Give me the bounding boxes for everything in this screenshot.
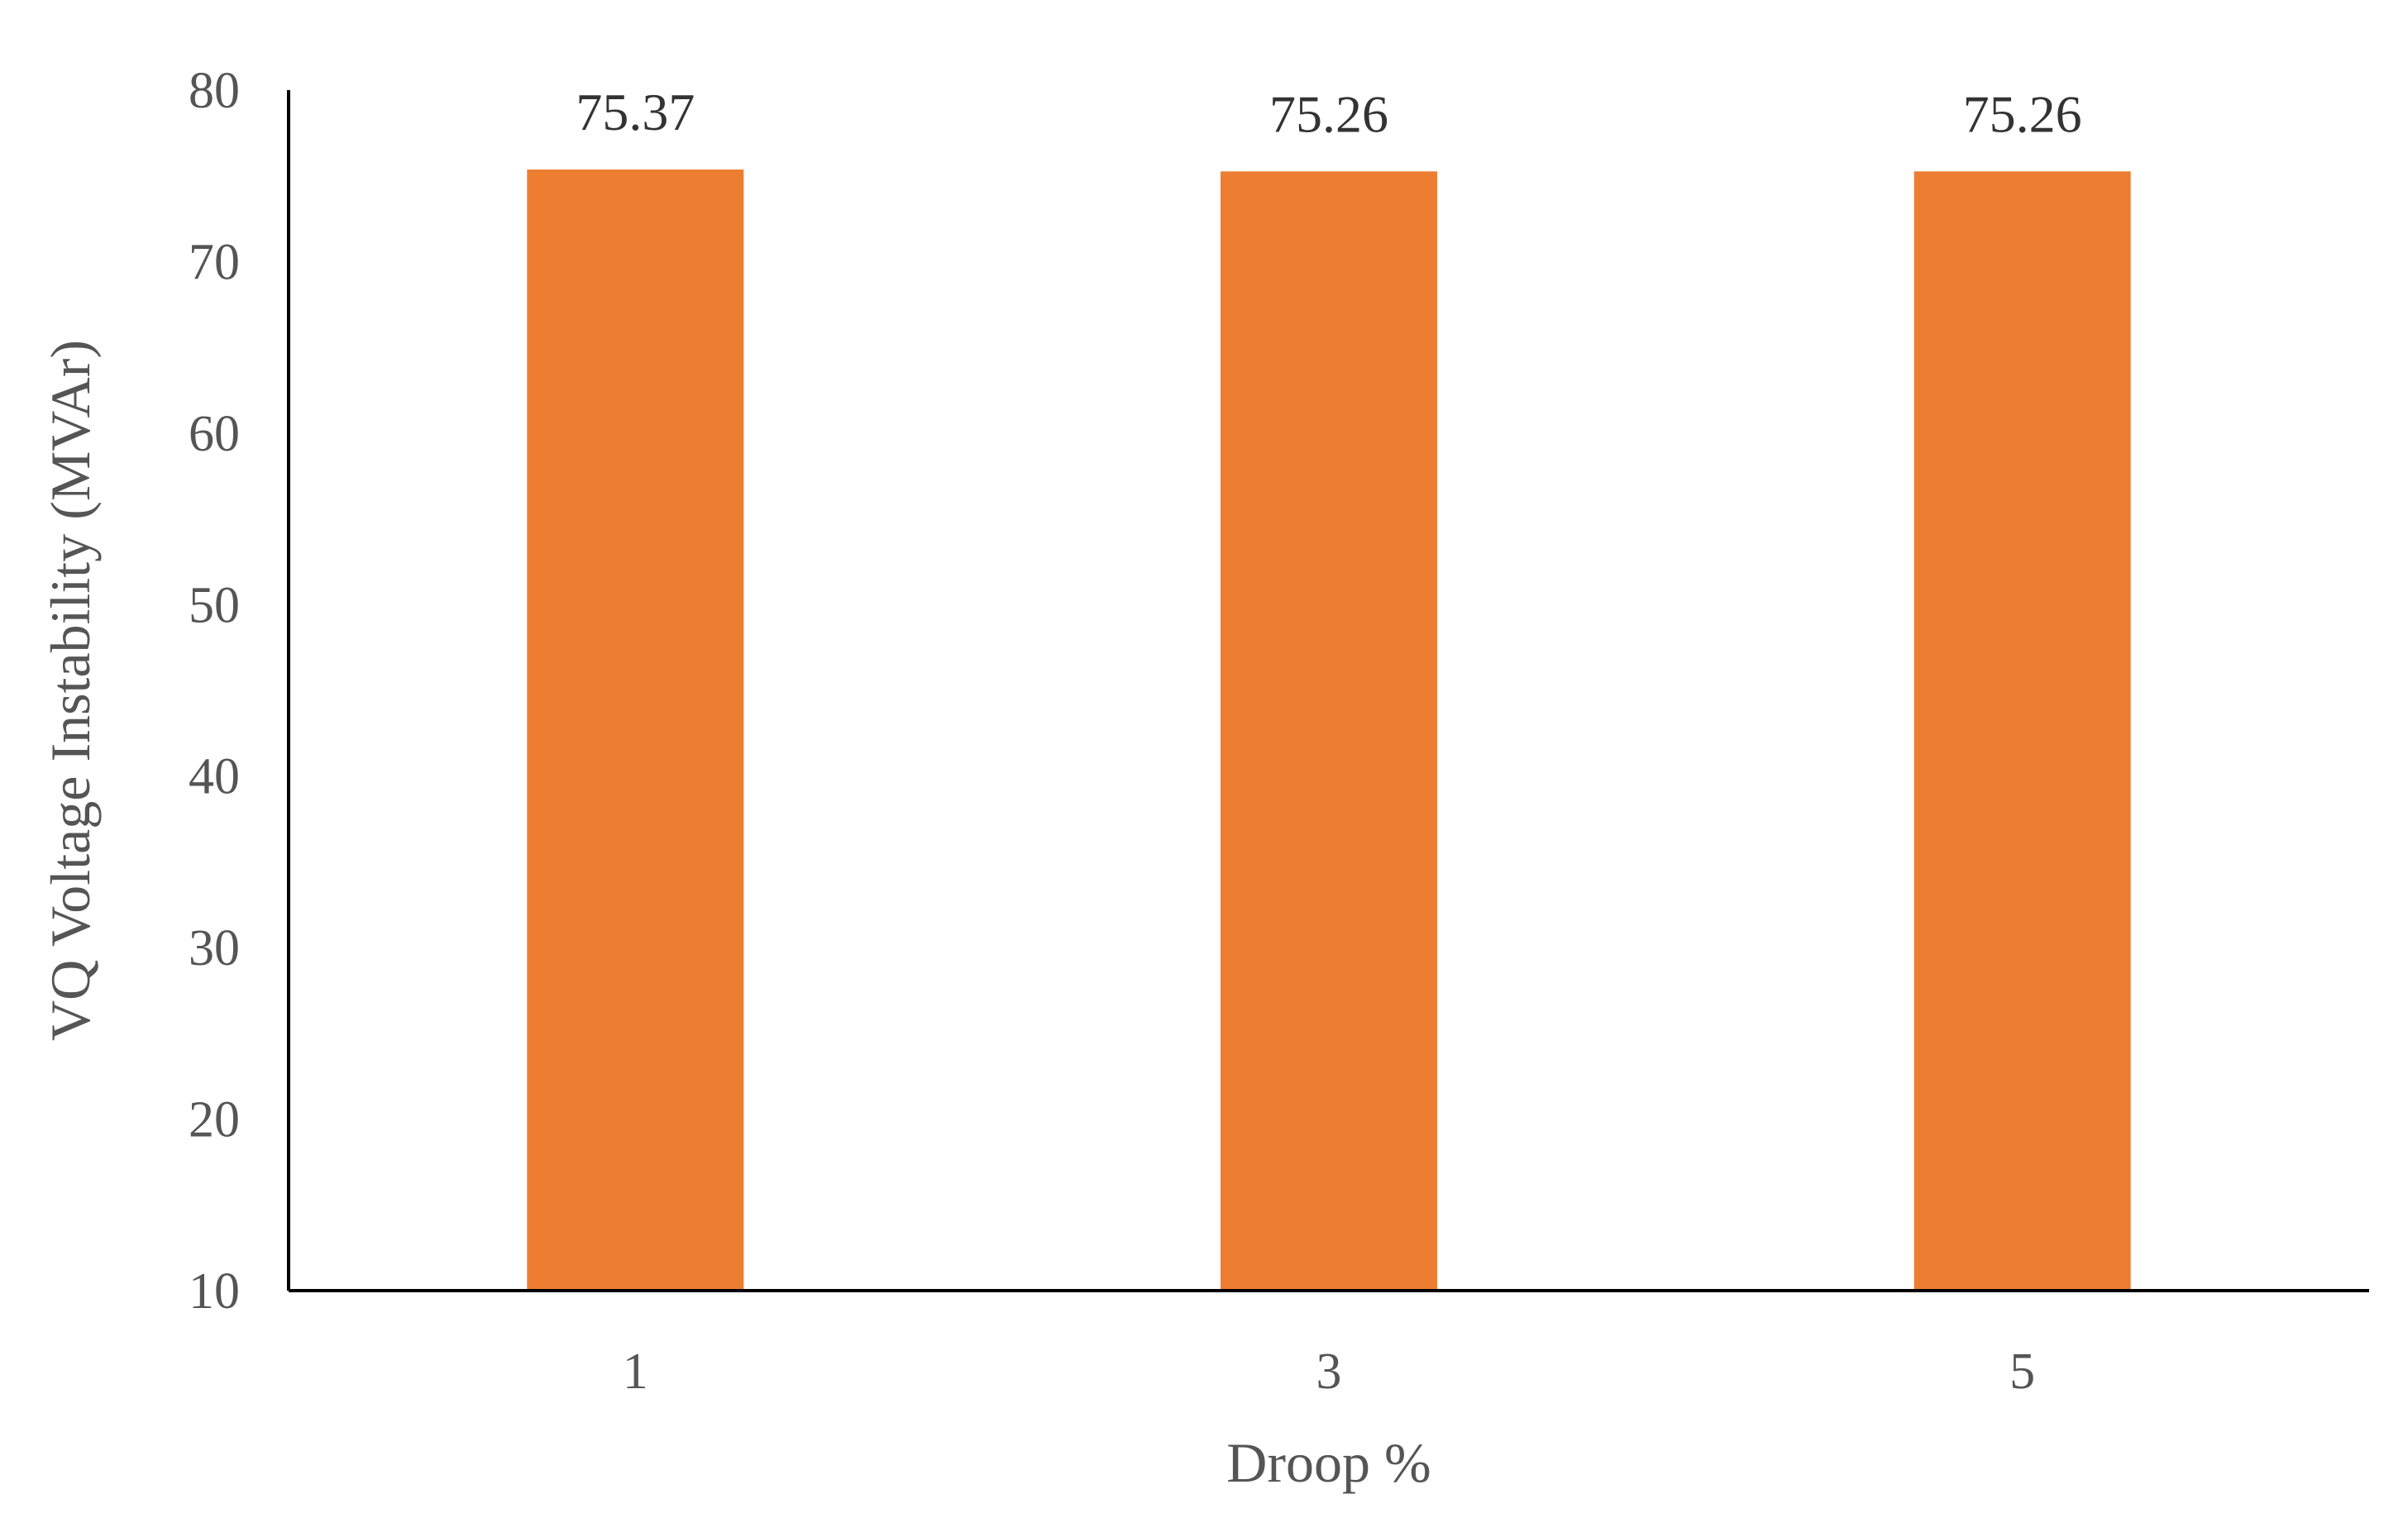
y-tick-label-30: 30	[189, 920, 240, 976]
x-tick-label-5: 5	[2009, 1344, 2035, 1400]
y-tick-label-80: 80	[189, 63, 240, 119]
bar-5	[1913, 171, 2131, 1291]
y-tick-label-70: 70	[189, 234, 240, 290]
bar-3	[1221, 171, 1437, 1291]
data-label-1: 75.37	[576, 83, 695, 141]
x-axis-title: Droop %	[1226, 1431, 1431, 1494]
x-tick-label-3: 3	[1316, 1344, 1342, 1400]
y-tick-label-40: 40	[189, 749, 240, 805]
y-tick-label-10: 10	[189, 1263, 240, 1320]
bar-1	[527, 169, 744, 1291]
bars-layer	[527, 169, 2131, 1291]
y-tick-labels-layer: 10 20 30 40 50 60 70 80	[189, 63, 240, 1320]
x-tick-labels-layer: 1 3 5	[623, 1344, 2035, 1400]
data-label-5: 75.26	[1963, 84, 2082, 143]
y-tick-label-20: 20	[189, 1092, 240, 1148]
data-labels-layer: 75.37 75.26 75.26	[576, 83, 2081, 143]
y-tick-label-60: 60	[189, 406, 240, 462]
y-tick-label-50: 50	[189, 577, 240, 633]
x-tick-label-1: 1	[623, 1344, 648, 1400]
y-axis-title: VQ Voltage Instability (MVAr)	[39, 340, 102, 1041]
data-label-3: 75.26	[1269, 84, 1388, 143]
